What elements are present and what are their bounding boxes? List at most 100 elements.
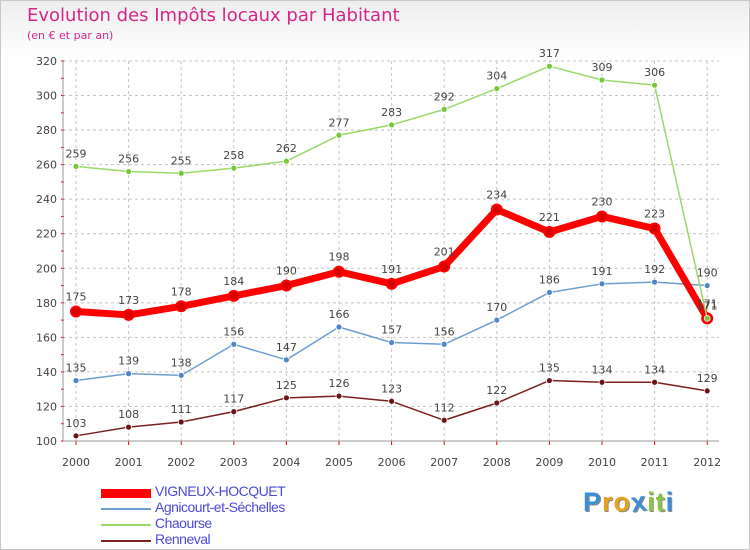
point-renneval-2001 bbox=[125, 423, 132, 431]
data-label-agnicourt-et-sechelles-2006: 157 bbox=[381, 324, 402, 337]
data-label-vigneux-hocquet-2008: 234 bbox=[486, 189, 507, 202]
data-label-chaourse-2003: 258 bbox=[223, 149, 244, 162]
point-chaourse-2003 bbox=[230, 164, 238, 172]
data-label-renneval-2010: 134 bbox=[592, 363, 613, 376]
point-chaourse-2006 bbox=[388, 121, 396, 129]
x-tick-label-2012: 2012 bbox=[693, 456, 721, 469]
point-agnicourt-et-sechelles-2002 bbox=[177, 371, 185, 379]
data-label-agnicourt-et-sechelles-2000: 135 bbox=[66, 362, 87, 375]
data-label-chaourse-2011: 306 bbox=[644, 66, 665, 79]
data-label-chaourse-2009: 317 bbox=[539, 47, 560, 60]
point-chaourse-2002 bbox=[177, 169, 185, 177]
logo-letter: o bbox=[613, 487, 632, 517]
data-label-agnicourt-et-sechelles-2011: 192 bbox=[644, 263, 665, 276]
point-vigneux-hocquet-2006 bbox=[385, 277, 398, 290]
legend-label-renneval: Renneval bbox=[155, 531, 211, 547]
chart-title: Evolution des Impôts locaux par Habitant bbox=[27, 5, 400, 26]
data-label-agnicourt-et-sechelles-2012: 190 bbox=[697, 267, 718, 280]
point-renneval-2005 bbox=[335, 392, 343, 400]
point-agnicourt-et-sechelles-2008 bbox=[493, 316, 501, 324]
point-vigneux-hocquet-2002 bbox=[175, 300, 188, 313]
point-agnicourt-et-sechelles-2006 bbox=[388, 339, 396, 346]
point-agnicourt-et-sechelles-2010 bbox=[598, 280, 606, 288]
point-agnicourt-et-sechelles-2001 bbox=[125, 370, 132, 378]
data-label-agnicourt-et-sechelles-2002: 138 bbox=[171, 356, 192, 369]
data-label-vigneux-hocquet-2005: 198 bbox=[329, 251, 350, 264]
point-renneval-2006 bbox=[388, 397, 396, 405]
point-agnicourt-et-sechelles-2012 bbox=[703, 282, 711, 289]
x-tick-label-2003: 2003 bbox=[220, 456, 248, 469]
point-vigneux-hocquet-2001 bbox=[122, 308, 135, 321]
point-renneval-2002 bbox=[177, 418, 185, 426]
x-tick-label-2007: 2007 bbox=[430, 456, 458, 469]
y-tick-label-320: 320 bbox=[36, 55, 57, 68]
data-label-renneval-2007: 112 bbox=[434, 401, 455, 414]
data-label-agnicourt-et-sechelles-2010: 191 bbox=[592, 265, 613, 278]
y-tick-label-200: 200 bbox=[36, 262, 57, 275]
chart-subtitle: (en € et par an) bbox=[27, 29, 114, 42]
point-vigneux-hocquet-2009 bbox=[543, 226, 556, 238]
data-label-vigneux-hocquet-2007: 201 bbox=[434, 246, 455, 259]
x-tick-label-2011: 2011 bbox=[641, 456, 669, 469]
logo-letter: r bbox=[602, 487, 614, 517]
point-agnicourt-et-sechelles-2004 bbox=[282, 356, 290, 364]
point-vigneux-hocquet-2003 bbox=[227, 289, 240, 302]
legend-swatch-chaourse bbox=[101, 524, 151, 526]
data-label-vigneux-hocquet-2012: 171 bbox=[697, 297, 718, 310]
data-label-chaourse-2007: 292 bbox=[434, 90, 455, 103]
point-vigneux-hocquet-2007 bbox=[438, 260, 451, 273]
point-chaourse-2008 bbox=[493, 85, 501, 93]
data-label-agnicourt-et-sechelles-2005: 166 bbox=[329, 308, 350, 321]
data-label-chaourse-2004: 262 bbox=[276, 142, 297, 155]
data-label-vigneux-hocquet-2006: 191 bbox=[381, 263, 402, 276]
data-label-agnicourt-et-sechelles-2001: 139 bbox=[118, 355, 139, 368]
grid bbox=[63, 60, 719, 442]
point-renneval-2010 bbox=[598, 378, 606, 386]
data-label-agnicourt-et-sechelles-2004: 147 bbox=[276, 341, 297, 354]
data-label-renneval-2012: 129 bbox=[697, 372, 718, 385]
y-tick-label-240: 240 bbox=[36, 193, 57, 206]
point-renneval-2011 bbox=[651, 378, 658, 386]
data-label-renneval-2008: 122 bbox=[486, 384, 507, 397]
axes: 100 120 140 160 180 200 220 240 260 280 300 320 2000… bbox=[36, 55, 721, 469]
data-label-renneval-2002: 111 bbox=[171, 403, 192, 416]
y-tick-label-260: 260 bbox=[36, 159, 57, 172]
point-chaourse-2007 bbox=[440, 105, 448, 113]
y-tick-label-300: 300 bbox=[36, 90, 57, 103]
x-tick-label-2004: 2004 bbox=[272, 456, 300, 469]
point-agnicourt-et-sechelles-2009 bbox=[546, 289, 553, 296]
data-label-vigneux-hocquet-2001: 173 bbox=[118, 294, 139, 307]
point-chaourse-2011 bbox=[651, 81, 658, 89]
point-renneval-2008 bbox=[493, 399, 501, 407]
logo-letter: i bbox=[647, 487, 656, 517]
data-label-renneval-2006: 123 bbox=[381, 382, 402, 395]
y-tick-label-140: 140 bbox=[36, 366, 57, 379]
data-label-chaourse-2008: 304 bbox=[486, 70, 507, 83]
data-label-renneval-2004: 125 bbox=[276, 379, 297, 392]
point-chaourse-2005 bbox=[335, 131, 343, 139]
legend-swatch-renneval bbox=[101, 540, 151, 542]
data-label-agnicourt-et-sechelles-2009: 186 bbox=[539, 273, 560, 286]
x-tick-label-2002: 2002 bbox=[167, 456, 195, 469]
point-chaourse-2010 bbox=[598, 76, 606, 84]
proxiti-logo: Proxiti bbox=[583, 486, 675, 518]
data-label-chaourse-2001: 256 bbox=[118, 153, 139, 166]
logo-letter: P bbox=[583, 487, 603, 517]
point-chaourse-2000 bbox=[72, 162, 80, 170]
point-agnicourt-et-sechelles-2000 bbox=[72, 377, 80, 384]
data-label-vigneux-hocquet-2011: 223 bbox=[644, 208, 665, 221]
x-tick-label-2010: 2010 bbox=[588, 456, 616, 469]
y-tick-label-180: 180 bbox=[36, 297, 57, 310]
x-tick-label-2005: 2005 bbox=[325, 456, 353, 469]
y-tick-label-100: 100 bbox=[36, 435, 57, 448]
point-renneval-2004 bbox=[282, 394, 290, 402]
point-agnicourt-et-sechelles-2011 bbox=[651, 278, 658, 286]
point-agnicourt-et-sechelles-2007 bbox=[440, 340, 448, 348]
y-tick-label-120: 120 bbox=[36, 400, 57, 413]
y-tick-label-220: 220 bbox=[36, 228, 57, 241]
point-renneval-2007 bbox=[440, 416, 448, 424]
data-label-renneval-2009: 135 bbox=[539, 362, 560, 375]
logo-letter: i bbox=[665, 487, 675, 517]
